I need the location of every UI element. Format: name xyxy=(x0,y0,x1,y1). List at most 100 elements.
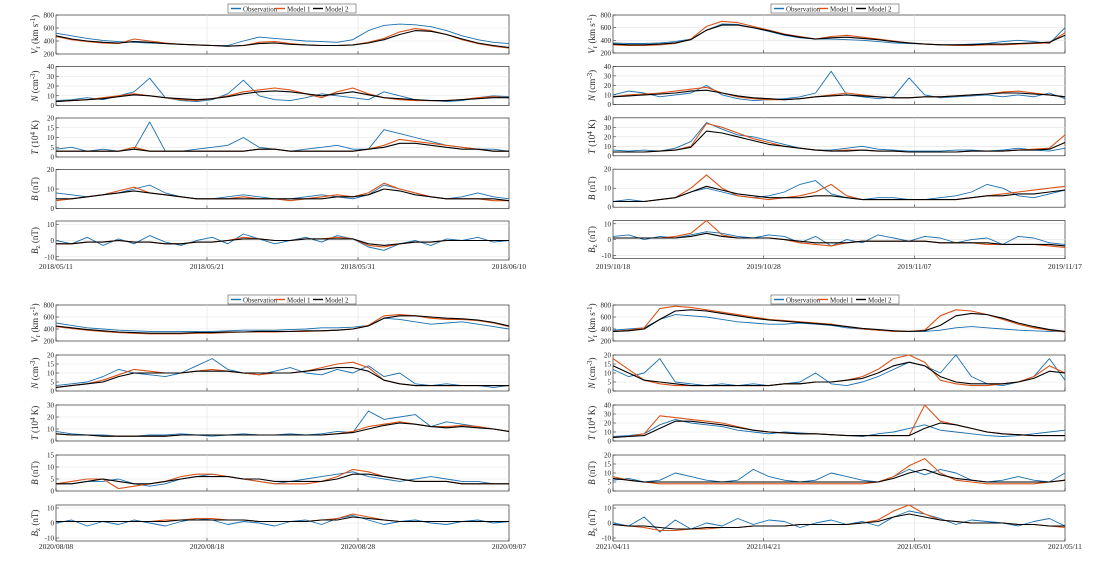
panel-ylabel: B (nT) xyxy=(30,177,40,201)
series-model-2 xyxy=(55,367,509,388)
legend-box xyxy=(770,294,900,305)
panel-3: 0 10 20 B (nT) xyxy=(30,166,510,213)
series-model-2 xyxy=(613,232,1066,247)
x-tick-label: 2021/05/01 xyxy=(897,542,931,551)
series-model-2 xyxy=(612,468,1066,483)
y-tick-label: 0 xyxy=(51,154,55,162)
x-tick-label: 2019/11/17 xyxy=(1048,262,1082,271)
legend-box xyxy=(227,3,357,14)
y-tick-label: 0 xyxy=(608,438,612,446)
panel-ylabel: Vr (km s-1) xyxy=(586,303,599,342)
y-tick-label: 10 xyxy=(47,464,55,472)
y-tick-label: 0 xyxy=(608,388,612,396)
y-tick-label: 5 xyxy=(608,479,612,487)
series-model-2 xyxy=(55,315,510,334)
y-tick-label: 5 xyxy=(51,476,55,484)
y-tick-label: 20 xyxy=(604,82,612,90)
chart-bottom-left: Observation Model 1 Model 2200400600800Vr … xyxy=(29,294,526,551)
panel-ylabel: B (nT) xyxy=(587,176,597,200)
legend-label: Model 1 xyxy=(287,296,311,304)
series-model-2 xyxy=(613,130,1066,153)
panel-ylabel: Vr (km s-1) xyxy=(29,15,42,54)
panel-4: -10 0 10 Bz (nT) xyxy=(30,505,510,543)
y-tick-label: 10 xyxy=(47,134,55,142)
y-tick-label: 0 xyxy=(608,520,612,528)
y-tick-label: 20 xyxy=(604,133,612,141)
y-tick-label: 10 xyxy=(47,505,55,513)
y-tick-label: 30 xyxy=(604,411,612,419)
panel-ylabel: B (nT) xyxy=(30,461,40,485)
y-tick-label: 10 xyxy=(604,370,612,378)
series-model-2 xyxy=(56,516,509,523)
x-tick-label: 2020/08/28 xyxy=(341,542,375,551)
legend-label: Model 2 xyxy=(868,296,892,304)
y-tick-label: 10 xyxy=(47,370,55,378)
legend: Observation Model 1 Model 2 xyxy=(227,3,357,14)
series-model-2 xyxy=(612,361,1066,387)
y-tick-label: 10 xyxy=(604,429,612,437)
y-tick-label: -10 xyxy=(602,535,612,543)
y-tick-label: 600 xyxy=(44,314,55,322)
series-observation xyxy=(55,515,510,527)
panel-frame xyxy=(55,14,510,55)
panel-ylabel: T (104 K) xyxy=(29,120,40,155)
series-model-2 xyxy=(56,473,509,485)
y-tick-label: 20 xyxy=(47,115,55,123)
x-tick-label: 2018/05/31 xyxy=(341,262,375,271)
panel-ylabel: N (cm-3) xyxy=(586,70,597,102)
y-tick-label: 10 xyxy=(604,185,612,193)
legend-label: Model 1 xyxy=(830,5,854,13)
y-tick-label: 15 xyxy=(47,452,55,460)
series-observation xyxy=(55,233,510,251)
x-tick-label: 2021/05/11 xyxy=(1048,542,1082,551)
y-tick-label: 10 xyxy=(604,505,612,513)
series-model-1 xyxy=(55,28,510,49)
y-tick-label: 600 xyxy=(601,24,612,32)
panel-ylabel: T (104 K) xyxy=(586,406,597,441)
y-tick-label: 400 xyxy=(601,326,612,334)
y-tick-label: 40 xyxy=(604,402,612,410)
y-tick-label: 10 xyxy=(47,186,55,194)
y-tick-label: 400 xyxy=(44,326,55,334)
x-tick-label: 2020/09/07 xyxy=(492,542,526,551)
series-model-1 xyxy=(613,220,1066,249)
legend-label: Observation xyxy=(243,296,278,304)
legend: Observation Model 1 Model 2 xyxy=(770,3,900,13)
y-tick-label: 30 xyxy=(47,73,55,81)
legend-label: Model 1 xyxy=(287,5,311,13)
y-tick-label: 5 xyxy=(51,144,55,152)
legend-label: Model 2 xyxy=(325,5,349,13)
panel-3: 0 10 20 B (nT) xyxy=(587,166,1066,212)
panel-3: 0 5 10 15 B (nT) xyxy=(30,452,510,496)
y-tick-label: 40 xyxy=(47,63,55,71)
y-tick-label: 0 xyxy=(608,101,612,109)
y-tick-label: 15 xyxy=(47,361,55,369)
panel-frame xyxy=(612,304,1066,342)
series-model-2 xyxy=(612,89,1066,101)
y-tick-label: 20 xyxy=(47,83,55,91)
panel-ylabel: N (cm-3) xyxy=(586,357,597,389)
series-model-2 xyxy=(612,513,1065,530)
legend-label: Model 2 xyxy=(868,5,892,13)
series-model-2 xyxy=(56,142,509,152)
x-tick-label: 2019/10/28 xyxy=(747,262,781,271)
panel-4: -10 0 10 Bz (nT) xyxy=(30,220,510,261)
panel-ylabel: T (104 K) xyxy=(29,406,40,441)
panel-frame xyxy=(55,304,510,342)
y-tick-label: 10 xyxy=(604,220,612,228)
panel-ylabel: T (104 K) xyxy=(586,120,597,155)
y-tick-label: 400 xyxy=(44,38,55,46)
y-tick-label: 200 xyxy=(601,50,612,58)
y-tick-label: 0 xyxy=(51,488,55,496)
y-tick-label: 15 xyxy=(604,461,612,469)
y-tick-label: 15 xyxy=(47,124,55,132)
y-tick-label: 400 xyxy=(601,37,612,45)
y-tick-label: 200 xyxy=(44,51,55,59)
